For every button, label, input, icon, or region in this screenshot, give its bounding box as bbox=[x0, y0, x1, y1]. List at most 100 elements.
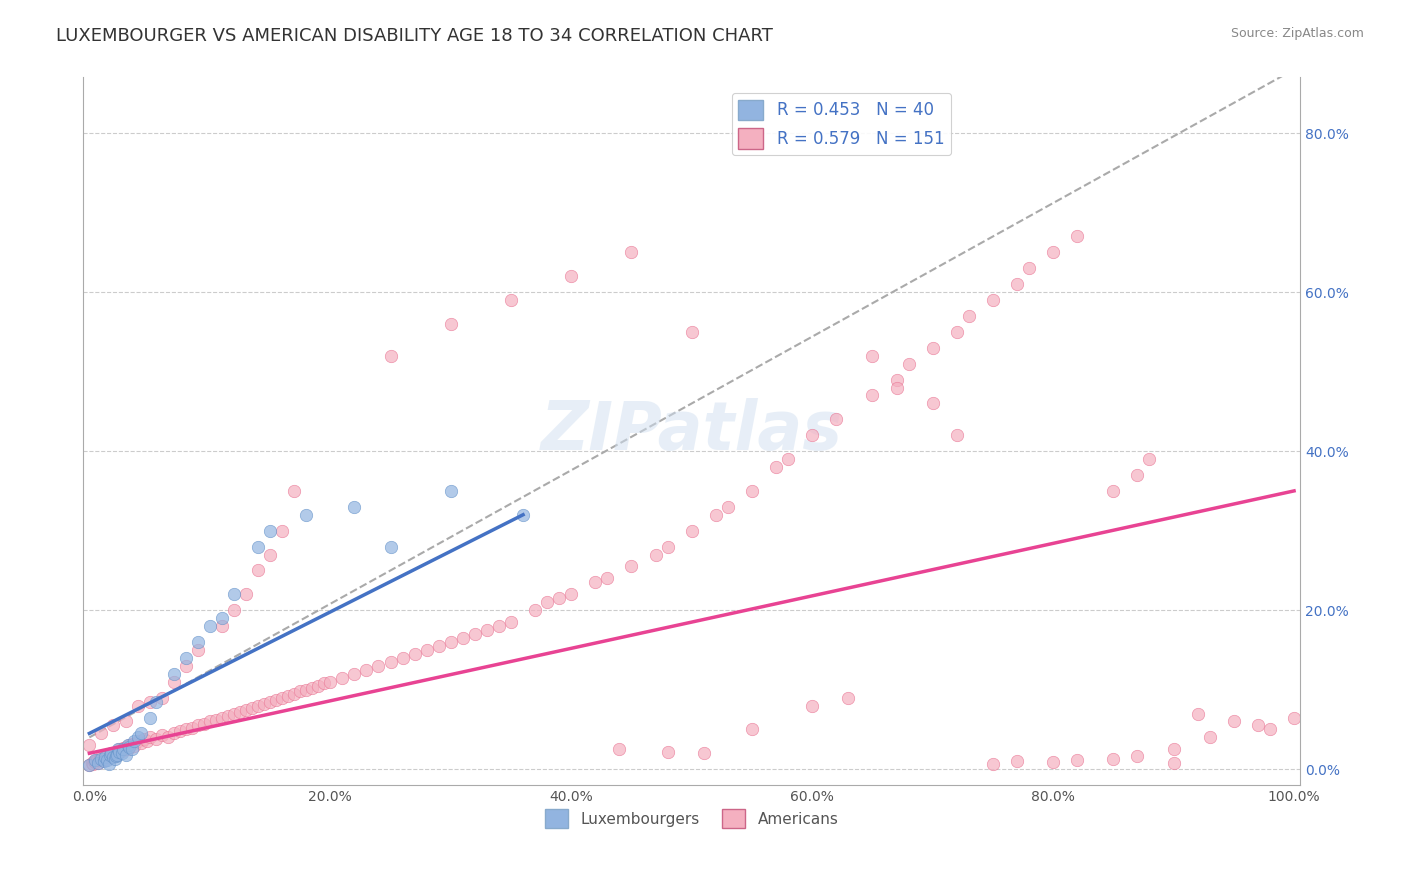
Point bbox=[319, 674, 342, 689]
Point bbox=[211, 611, 233, 625]
Point bbox=[211, 619, 233, 633]
Point bbox=[451, 631, 474, 645]
Point bbox=[1005, 277, 1028, 292]
Point bbox=[253, 697, 276, 711]
Point bbox=[1198, 731, 1220, 745]
Point bbox=[222, 603, 245, 617]
Point bbox=[957, 309, 980, 323]
Legend: Luxembourgers, Americans: Luxembourgers, Americans bbox=[538, 803, 845, 834]
Point bbox=[83, 754, 105, 768]
Point bbox=[217, 709, 239, 723]
Point bbox=[778, 452, 800, 467]
Point bbox=[1018, 261, 1040, 276]
Point bbox=[301, 681, 323, 695]
Point bbox=[921, 341, 943, 355]
Point bbox=[104, 745, 127, 759]
Point bbox=[860, 388, 883, 402]
Point bbox=[163, 726, 186, 740]
Point bbox=[79, 758, 101, 772]
Point bbox=[90, 726, 112, 740]
Point bbox=[98, 748, 121, 763]
Point bbox=[1163, 742, 1185, 756]
Point bbox=[93, 754, 115, 768]
Point bbox=[98, 747, 121, 762]
Point bbox=[583, 575, 606, 590]
Point bbox=[681, 325, 703, 339]
Point bbox=[886, 373, 908, 387]
Point bbox=[94, 749, 117, 764]
Point bbox=[1005, 754, 1028, 768]
Point bbox=[440, 635, 463, 649]
Point bbox=[229, 705, 252, 719]
Point bbox=[174, 723, 197, 737]
Point bbox=[717, 500, 740, 514]
Point bbox=[117, 741, 139, 756]
Point bbox=[380, 655, 402, 669]
Point bbox=[101, 749, 124, 764]
Point bbox=[247, 698, 270, 713]
Point bbox=[657, 540, 679, 554]
Point bbox=[860, 349, 883, 363]
Point bbox=[156, 730, 179, 744]
Point bbox=[240, 701, 263, 715]
Point bbox=[343, 666, 366, 681]
Point bbox=[87, 756, 110, 770]
Point bbox=[222, 706, 245, 721]
Point bbox=[91, 753, 114, 767]
Point bbox=[127, 734, 149, 748]
Point bbox=[90, 752, 112, 766]
Point bbox=[79, 758, 101, 772]
Point bbox=[464, 627, 486, 641]
Point bbox=[111, 744, 134, 758]
Point bbox=[87, 754, 110, 768]
Point bbox=[150, 728, 173, 742]
Point bbox=[548, 591, 571, 606]
Point bbox=[343, 500, 366, 514]
Point bbox=[440, 483, 463, 498]
Point bbox=[118, 739, 141, 754]
Point bbox=[404, 647, 426, 661]
Point bbox=[107, 742, 129, 756]
Point bbox=[79, 739, 101, 753]
Point bbox=[657, 745, 679, 759]
Point bbox=[1126, 749, 1149, 764]
Point bbox=[96, 747, 118, 762]
Point bbox=[121, 742, 143, 756]
Point bbox=[222, 587, 245, 601]
Point bbox=[235, 587, 257, 601]
Point bbox=[96, 752, 118, 766]
Point bbox=[1139, 452, 1161, 467]
Point bbox=[380, 349, 402, 363]
Point bbox=[112, 740, 135, 755]
Point bbox=[86, 753, 108, 767]
Point bbox=[259, 548, 281, 562]
Point bbox=[283, 483, 305, 498]
Point bbox=[129, 736, 152, 750]
Point bbox=[187, 635, 209, 649]
Point bbox=[1282, 710, 1305, 724]
Point bbox=[283, 687, 305, 701]
Point bbox=[1258, 723, 1281, 737]
Point bbox=[97, 750, 120, 764]
Point bbox=[427, 639, 450, 653]
Point bbox=[235, 702, 257, 716]
Point bbox=[104, 749, 127, 764]
Point bbox=[560, 587, 582, 601]
Point bbox=[488, 619, 510, 633]
Point bbox=[111, 746, 134, 760]
Point bbox=[620, 245, 643, 260]
Point bbox=[174, 658, 197, 673]
Point bbox=[536, 595, 558, 609]
Point bbox=[367, 658, 389, 673]
Point bbox=[93, 751, 115, 765]
Point bbox=[560, 269, 582, 284]
Point bbox=[897, 357, 920, 371]
Point bbox=[741, 723, 763, 737]
Point bbox=[247, 563, 270, 577]
Point bbox=[103, 746, 125, 760]
Point bbox=[741, 483, 763, 498]
Point bbox=[89, 752, 111, 766]
Point bbox=[136, 733, 159, 747]
Point bbox=[1187, 706, 1209, 721]
Point bbox=[704, 508, 727, 522]
